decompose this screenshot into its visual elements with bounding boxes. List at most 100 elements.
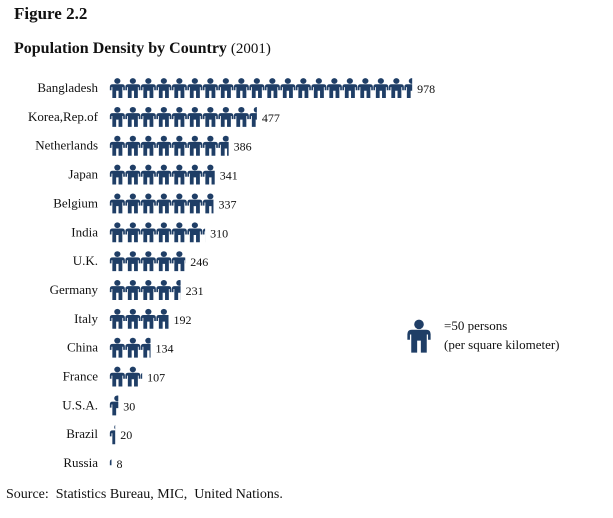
person-icon <box>388 78 404 98</box>
data-bar <box>109 78 413 99</box>
person-icon <box>171 251 186 272</box>
data-bar <box>109 280 181 300</box>
data-bar <box>109 222 206 243</box>
chart-row: Netherlands 386 <box>35 135 252 156</box>
person-icon <box>140 337 151 358</box>
value-label: 246 <box>190 255 208 269</box>
chart-row: Brazil 20 <box>66 425 132 445</box>
person-icon <box>109 337 125 358</box>
category-label: Korea,Rep.of <box>28 109 99 124</box>
person-icon <box>311 78 327 98</box>
person-icon <box>171 164 187 185</box>
chart-row: U.K. 246 <box>73 251 208 272</box>
value-label: 192 <box>174 313 192 327</box>
person-icon <box>187 78 203 98</box>
data-bar <box>109 308 169 329</box>
data-bar <box>109 251 186 272</box>
person-icon <box>140 373 143 379</box>
person-icon <box>156 106 172 127</box>
chart-row: Japan 341 <box>68 164 238 185</box>
person-icon <box>187 193 203 214</box>
person-icon <box>140 280 156 300</box>
person-icon <box>109 308 125 329</box>
person-icon <box>140 251 156 272</box>
person-icon <box>233 106 249 127</box>
data-bar <box>109 337 151 358</box>
person-icon <box>218 78 234 98</box>
category-label: Japan <box>68 167 98 182</box>
person-icon <box>171 222 187 243</box>
category-label: U.S.A. <box>62 397 98 412</box>
person-icon <box>140 106 156 127</box>
person-icon <box>125 135 141 156</box>
person-icon <box>140 308 156 329</box>
data-bar <box>109 106 257 127</box>
person-icon <box>249 78 265 98</box>
value-label: 477 <box>262 111 280 125</box>
person-icon <box>109 106 125 127</box>
person-icon <box>125 280 141 300</box>
person-icon <box>125 78 141 98</box>
person-icon <box>342 78 358 98</box>
chart-rows: Bangladesh 978 Korea,Rep.of 477 Netherlands 3… <box>28 78 435 471</box>
person-icon <box>156 222 172 243</box>
chart-row: India 310 <box>71 222 228 243</box>
person-icon <box>326 78 342 98</box>
value-label: 337 <box>218 197 236 211</box>
person-icon <box>202 164 215 185</box>
category-label: Belgium <box>53 195 98 210</box>
chart-row: France 107 <box>63 366 165 387</box>
person-icon <box>109 459 112 466</box>
person-icon <box>171 135 187 156</box>
person-icon <box>140 78 156 98</box>
category-label: China <box>67 340 98 355</box>
value-label: 30 <box>123 399 135 413</box>
category-label: Italy <box>74 311 98 326</box>
person-icon <box>109 222 125 243</box>
chart-row: Italy 192 <box>74 308 192 329</box>
person-icon <box>125 251 141 272</box>
chart-title: Population Density by Country (2001) <box>14 40 271 58</box>
person-icon <box>218 106 234 127</box>
person-icon <box>171 193 187 214</box>
person-icon <box>109 193 125 214</box>
person-icon <box>373 78 389 98</box>
person-icon <box>109 366 125 387</box>
pictogram-chart: Bangladesh 978 Korea,Rep.of 477 Netherlands 3… <box>28 78 435 471</box>
person-icon <box>187 106 203 127</box>
value-label: 107 <box>147 371 165 385</box>
person-icon <box>202 228 206 235</box>
chart-row: U.S.A. 30 <box>62 395 135 416</box>
person-icon <box>156 193 172 214</box>
category-label: Germany <box>50 282 99 297</box>
person-icon <box>357 78 373 98</box>
person-icon <box>140 135 156 156</box>
person-icon <box>156 164 172 185</box>
person-icon <box>202 135 218 156</box>
person-icon <box>202 193 214 214</box>
person-icon <box>187 222 203 243</box>
value-label: 231 <box>186 284 204 298</box>
value-label: 386 <box>234 140 252 154</box>
person-icon <box>156 135 172 156</box>
category-label: Bangladesh <box>37 80 98 95</box>
person-icon <box>233 78 249 98</box>
person-icon <box>156 280 172 300</box>
person-icon <box>202 78 218 98</box>
person-icon <box>295 78 311 98</box>
value-label: 310 <box>210 226 228 240</box>
person-icon <box>249 106 257 127</box>
person-icon <box>125 106 141 127</box>
figure-label: Figure 2.2 <box>14 4 88 23</box>
data-bar <box>109 366 143 387</box>
chart-title-main: Population Density by Country <box>14 40 227 57</box>
category-label: France <box>63 369 99 384</box>
data-bar <box>109 425 116 445</box>
source-note: Source: Statistics Bureau, MIC, United N… <box>6 487 283 502</box>
data-bar <box>109 193 214 214</box>
value-label: 978 <box>417 82 435 96</box>
value-label: 20 <box>120 428 132 442</box>
person-icon <box>109 78 125 98</box>
person-icon <box>156 308 169 329</box>
chart-title-year: (2001) <box>230 41 271 57</box>
